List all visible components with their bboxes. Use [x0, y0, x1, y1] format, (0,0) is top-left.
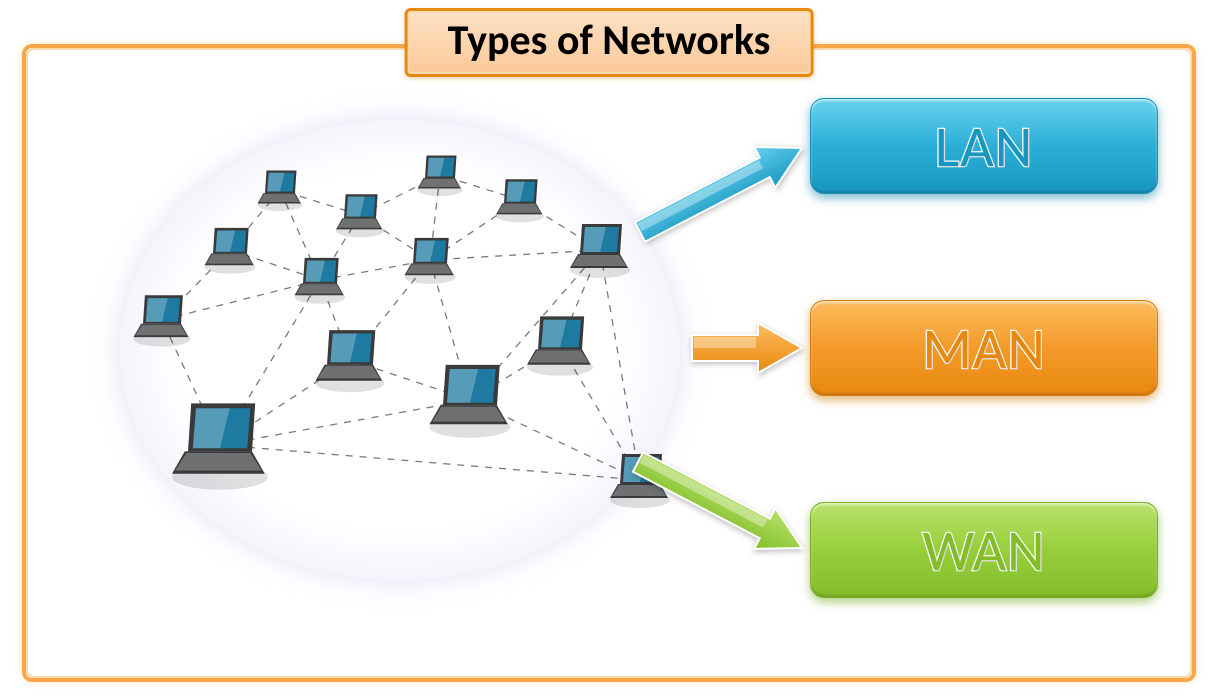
wan-label: WAN — [923, 515, 1046, 586]
diagram-canvas: { "title": { "text": "Types of Networks"… — [0, 0, 1218, 696]
man-label: MAN — [922, 313, 1046, 384]
title-text: Types of Networks — [448, 15, 771, 66]
wan-button: WAN — [810, 502, 1158, 598]
lan-label: LAN — [935, 111, 1033, 182]
title-box: Types of Networks — [405, 8, 814, 77]
man-button: MAN — [810, 300, 1158, 396]
lan-button: LAN — [810, 98, 1158, 194]
